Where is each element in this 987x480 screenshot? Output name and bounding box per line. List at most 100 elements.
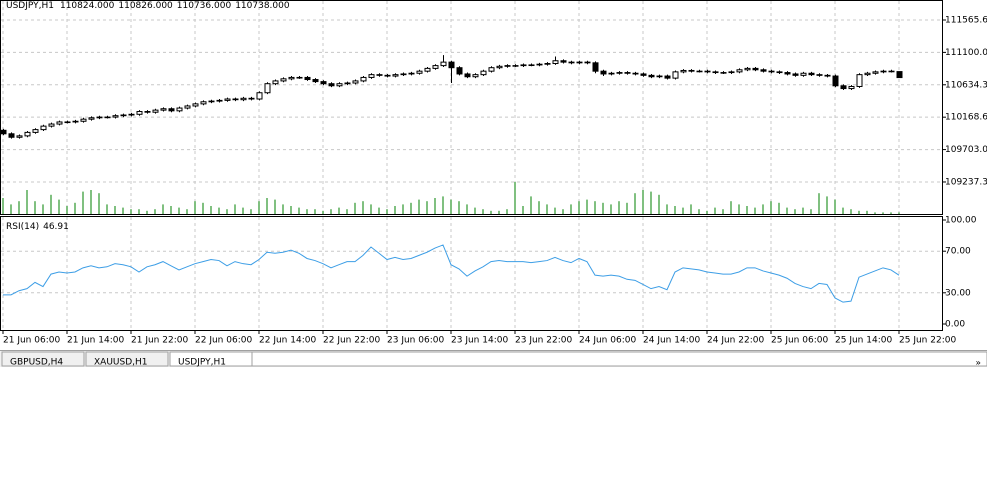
x-tick-label: 21 Jun 06:00 xyxy=(3,336,60,346)
candle-body xyxy=(120,114,127,117)
rsi-panel xyxy=(0,216,943,331)
volume-bar xyxy=(354,202,356,214)
x-tick-label: 21 Jun 14:00 xyxy=(67,336,124,346)
volume-bar xyxy=(202,202,204,214)
y-tick-label: 110634.33 xyxy=(945,80,987,90)
volume-bar xyxy=(882,212,884,214)
volume-bar xyxy=(114,206,116,214)
volume-bar xyxy=(234,204,236,214)
candle-body xyxy=(144,111,151,113)
volume-bar xyxy=(602,202,604,214)
volume-bar xyxy=(42,204,44,214)
volume-bar xyxy=(658,194,660,214)
volume-bar xyxy=(218,207,220,214)
price-panel xyxy=(0,0,943,215)
candle-body xyxy=(496,65,503,69)
tab[interactable] xyxy=(1,351,85,367)
volume-bar xyxy=(546,204,548,214)
volume-bar xyxy=(674,206,676,214)
candle-body xyxy=(272,80,279,85)
volume-bar xyxy=(778,202,780,214)
candle-body xyxy=(808,72,815,76)
volume-bar xyxy=(258,201,260,214)
candle-body xyxy=(216,99,223,102)
candle-body xyxy=(848,85,855,90)
candle-body xyxy=(256,92,263,100)
candle-body xyxy=(32,129,39,133)
volume-bar xyxy=(586,199,588,214)
volume-bar xyxy=(170,206,172,214)
tab[interactable] xyxy=(85,351,169,367)
rsi-header: RSI(14) 46.91 xyxy=(6,222,69,232)
volume-bar xyxy=(498,210,500,214)
volume-bar xyxy=(786,207,788,214)
candle-body xyxy=(424,67,431,72)
high-label: 110826.000 xyxy=(118,1,173,11)
volume-bar xyxy=(194,201,196,214)
volume-bar xyxy=(842,207,844,214)
candle-body xyxy=(136,111,143,115)
volume-bar xyxy=(466,204,468,214)
volume-bar xyxy=(450,199,452,214)
candle-body xyxy=(304,76,311,81)
volume-bar xyxy=(426,201,428,214)
volume-bar xyxy=(554,207,556,214)
candle-body xyxy=(752,67,759,71)
volume-bar xyxy=(74,202,76,214)
candle-body xyxy=(360,76,367,82)
candle-body xyxy=(160,108,167,111)
tab-label[interactable]: GBPUSD,H4 xyxy=(10,358,63,368)
volume-bar xyxy=(458,201,460,214)
candle-body xyxy=(128,113,135,116)
volume-bar xyxy=(322,210,324,214)
candle-body xyxy=(480,70,487,76)
x-tick-label: 22 Jun 14:00 xyxy=(259,336,316,346)
tab[interactable] xyxy=(169,351,253,367)
candle-body xyxy=(720,72,727,74)
tab-label[interactable]: USDJPY,H1 xyxy=(178,358,226,368)
candle-body xyxy=(472,74,479,78)
candle-body xyxy=(104,116,111,119)
candle-body xyxy=(288,76,295,80)
candle-body xyxy=(64,121,71,124)
volume-bar xyxy=(826,196,828,214)
candle-body xyxy=(352,80,359,84)
candle-body xyxy=(448,61,455,69)
candle-body xyxy=(168,108,175,112)
candle-body xyxy=(792,73,799,76)
candle-body xyxy=(112,115,119,118)
volume-bar xyxy=(514,182,516,214)
volume-bar xyxy=(442,196,444,214)
tab-label[interactable]: XAUUSD,H1 xyxy=(94,358,148,368)
candle-body xyxy=(368,74,375,78)
volume-bar xyxy=(146,210,148,214)
candle-body xyxy=(520,64,527,67)
candle-body xyxy=(408,72,415,75)
candle-body xyxy=(736,69,743,73)
volume-bar xyxy=(330,209,332,214)
volume-bar xyxy=(482,209,484,214)
candle-body xyxy=(24,131,31,137)
y-tick-label: 109237.33 xyxy=(945,177,987,187)
y-tick-label: 109703.00 xyxy=(945,145,987,155)
candle-body xyxy=(744,67,751,71)
x-tick-label: 21 Jun 22:00 xyxy=(131,336,188,346)
volume-bar xyxy=(394,206,396,214)
candle-body xyxy=(488,67,495,72)
x-tick-label: 24 Jun 14:00 xyxy=(643,336,700,346)
volume-bar xyxy=(738,204,740,214)
volume-bar xyxy=(890,212,892,214)
candle-body xyxy=(328,83,335,87)
y-tick-label: 110168.66 xyxy=(945,113,987,123)
volume-bar xyxy=(866,210,868,214)
volume-bar xyxy=(98,193,100,214)
volume-bar xyxy=(402,204,404,214)
candle-body xyxy=(528,64,535,67)
candle-body xyxy=(880,70,887,73)
y-tick-label: 111100.00 xyxy=(945,48,987,58)
volume-bar xyxy=(746,206,748,214)
volume-bar xyxy=(18,201,20,214)
candle-body xyxy=(592,62,599,72)
volume-bar xyxy=(178,207,180,214)
x-tick-label: 25 Jun 22:00 xyxy=(899,336,956,346)
